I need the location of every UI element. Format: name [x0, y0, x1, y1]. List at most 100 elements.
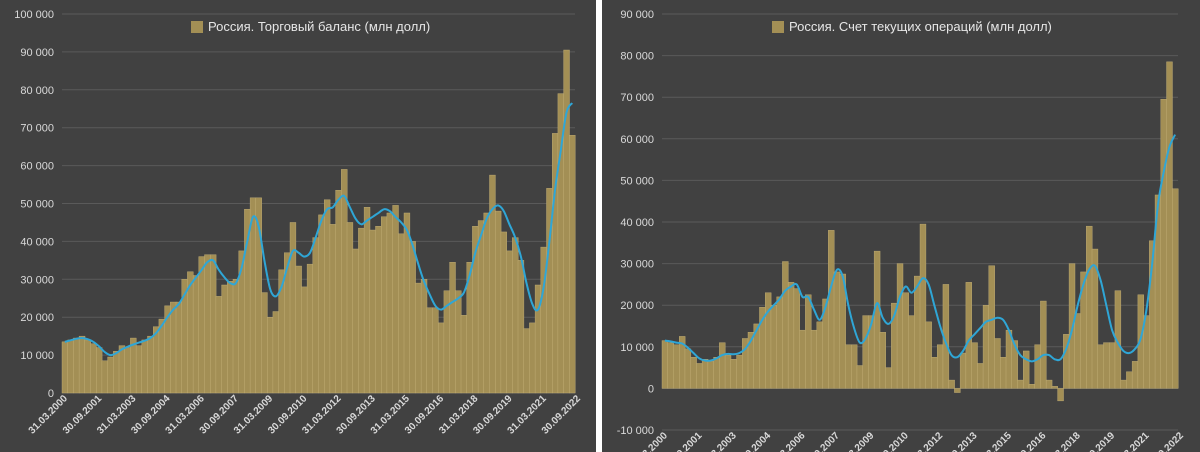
- current-account-bar: [1091, 248, 1099, 389]
- trade-balance-bar: [289, 222, 297, 394]
- current-account-bar: [1023, 350, 1030, 389]
- current-account-bar: [810, 329, 818, 389]
- trade-balance-bar: [267, 317, 274, 394]
- trade-balance-bar: [460, 315, 468, 394]
- trade-balance-bar: [398, 233, 405, 394]
- trade-balance-chart-panel: 0 10 000 20 000 30 000 40 000 50 000 60 000 70 …: [0, 0, 596, 452]
- x-tick-label: 30.09.2016: [1005, 430, 1048, 452]
- current-account-bar: [1000, 357, 1007, 389]
- current-account-bar: [1131, 361, 1139, 389]
- current-account-bar: [1114, 290, 1122, 389]
- trade-balance-bar: [272, 311, 279, 394]
- current-account-bar: [667, 342, 674, 389]
- x-tick-label: 30.09.2022: [1143, 430, 1186, 452]
- y-tick-label: 40 000: [20, 236, 54, 248]
- trade-balance-legend-swatch: [191, 21, 203, 33]
- current-account-bar: [770, 305, 778, 389]
- current-account-bar: [764, 292, 772, 389]
- trade-balance-bar: [329, 224, 336, 394]
- current-account-bar: [937, 344, 944, 389]
- y-tick-label: 80 000: [620, 51, 654, 63]
- x-tick-label: 31.03.2006: [764, 430, 807, 452]
- trade-balance-bar: [73, 337, 80, 394]
- current-account-bar: [1045, 379, 1053, 389]
- trade-balance-bar: [113, 351, 120, 394]
- trade-balance-bar: [477, 220, 485, 394]
- y-tick-label: 60 000: [620, 134, 654, 146]
- trade-balance-bar: [101, 360, 109, 394]
- current-account-bar: [799, 329, 806, 389]
- trade-balance-bar: [346, 222, 354, 394]
- x-tick-label: 30.09.2019: [1074, 430, 1117, 452]
- trade-balance-bar: [301, 286, 308, 394]
- trade-balance-bar: [335, 190, 342, 394]
- current-account-bar: [673, 344, 680, 389]
- trade-balance-bar: [318, 214, 325, 394]
- current-account-bar: [696, 363, 703, 389]
- trade-balance-bar: [517, 260, 525, 394]
- trade-balance-bar: [369, 229, 376, 394]
- current-account-bar: [982, 305, 990, 389]
- current-account-bar: [1005, 329, 1013, 389]
- current-account-bar: [1103, 342, 1110, 389]
- trade-balance-bar: [221, 284, 228, 394]
- current-account-bar: [925, 321, 932, 389]
- trade-balance-chart: 0 10 000 20 000 30 000 40 000 50 000 60 000 70 …: [14, 9, 583, 437]
- x-tick-label: 30.09.2010: [868, 430, 911, 452]
- current-account-bar: [1034, 344, 1041, 389]
- current-account-bar: [724, 354, 732, 389]
- x-tick-label: 31.03.2009: [833, 430, 876, 452]
- trade-balance-bar: [90, 343, 97, 394]
- y-tick-label: 60 000: [20, 161, 54, 173]
- trade-balance-bar: [392, 205, 399, 394]
- current-account-bar: [1040, 300, 1047, 389]
- x-tick-label: 31.03.2015: [971, 430, 1014, 452]
- current-account-bar: [931, 357, 938, 389]
- current-account-bar: [850, 344, 858, 389]
- current-account-bar: [736, 354, 743, 389]
- current-account-bar: [948, 379, 955, 389]
- current-account-bar: [782, 261, 789, 389]
- trade-balance-bar: [209, 254, 217, 394]
- trade-balance-bar: [500, 231, 507, 394]
- x-tick-label: 31.03.2012: [902, 430, 945, 452]
- trade-balance-bar: [363, 207, 371, 394]
- y-tick-label: 90 000: [20, 47, 54, 59]
- current-account-bar: [1097, 344, 1104, 389]
- trade-balance-bar: [84, 339, 91, 394]
- y-tick-label: 100 000: [14, 9, 54, 21]
- current-account-bar: [1109, 342, 1116, 389]
- current-account-bar: [1074, 313, 1081, 389]
- trade-balance-bar: [170, 301, 177, 394]
- trade-balance-bar: [512, 237, 519, 394]
- current-account-bar: [856, 365, 864, 389]
- x-tick-label: 31.03.2003: [696, 430, 739, 452]
- current-account-bar: [776, 296, 783, 389]
- current-account-bar: [908, 315, 915, 389]
- y-tick-label: 0: [48, 388, 54, 400]
- y-tick-label: 10 000: [620, 342, 654, 354]
- current-account-bar: [914, 275, 921, 389]
- current-account-bar: [1057, 388, 1064, 402]
- trade-balance-bar: [261, 292, 268, 394]
- x-tick-label: 30.09.2001: [661, 430, 704, 452]
- y-tick-label: -10 000: [617, 425, 654, 437]
- current-account-bar: [971, 342, 978, 389]
- trade-balance-bar: [341, 169, 348, 394]
- trade-balance-bar: [158, 318, 165, 394]
- current-account-bar: [879, 332, 887, 389]
- trade-balance-bar: [409, 241, 416, 394]
- trade-balance-bar: [198, 256, 205, 394]
- current-account-bar: [977, 363, 984, 389]
- current-account-bar: [862, 315, 869, 389]
- current-account-bar: [954, 388, 961, 393]
- trade-balance-bar: [523, 328, 530, 394]
- current-account-chart: -10 000 0 10 000 20 000 30 000 40 000 50 000 60…: [617, 9, 1187, 452]
- current-account-bar: [701, 359, 709, 389]
- trade-balance-bar: [381, 216, 388, 394]
- current-account-bar: [1028, 384, 1036, 389]
- trade-balance-bar: [483, 212, 490, 394]
- trade-balance-bar: [135, 345, 143, 394]
- trade-balance-bar: [352, 248, 359, 394]
- current-account-bar: [1086, 225, 1093, 389]
